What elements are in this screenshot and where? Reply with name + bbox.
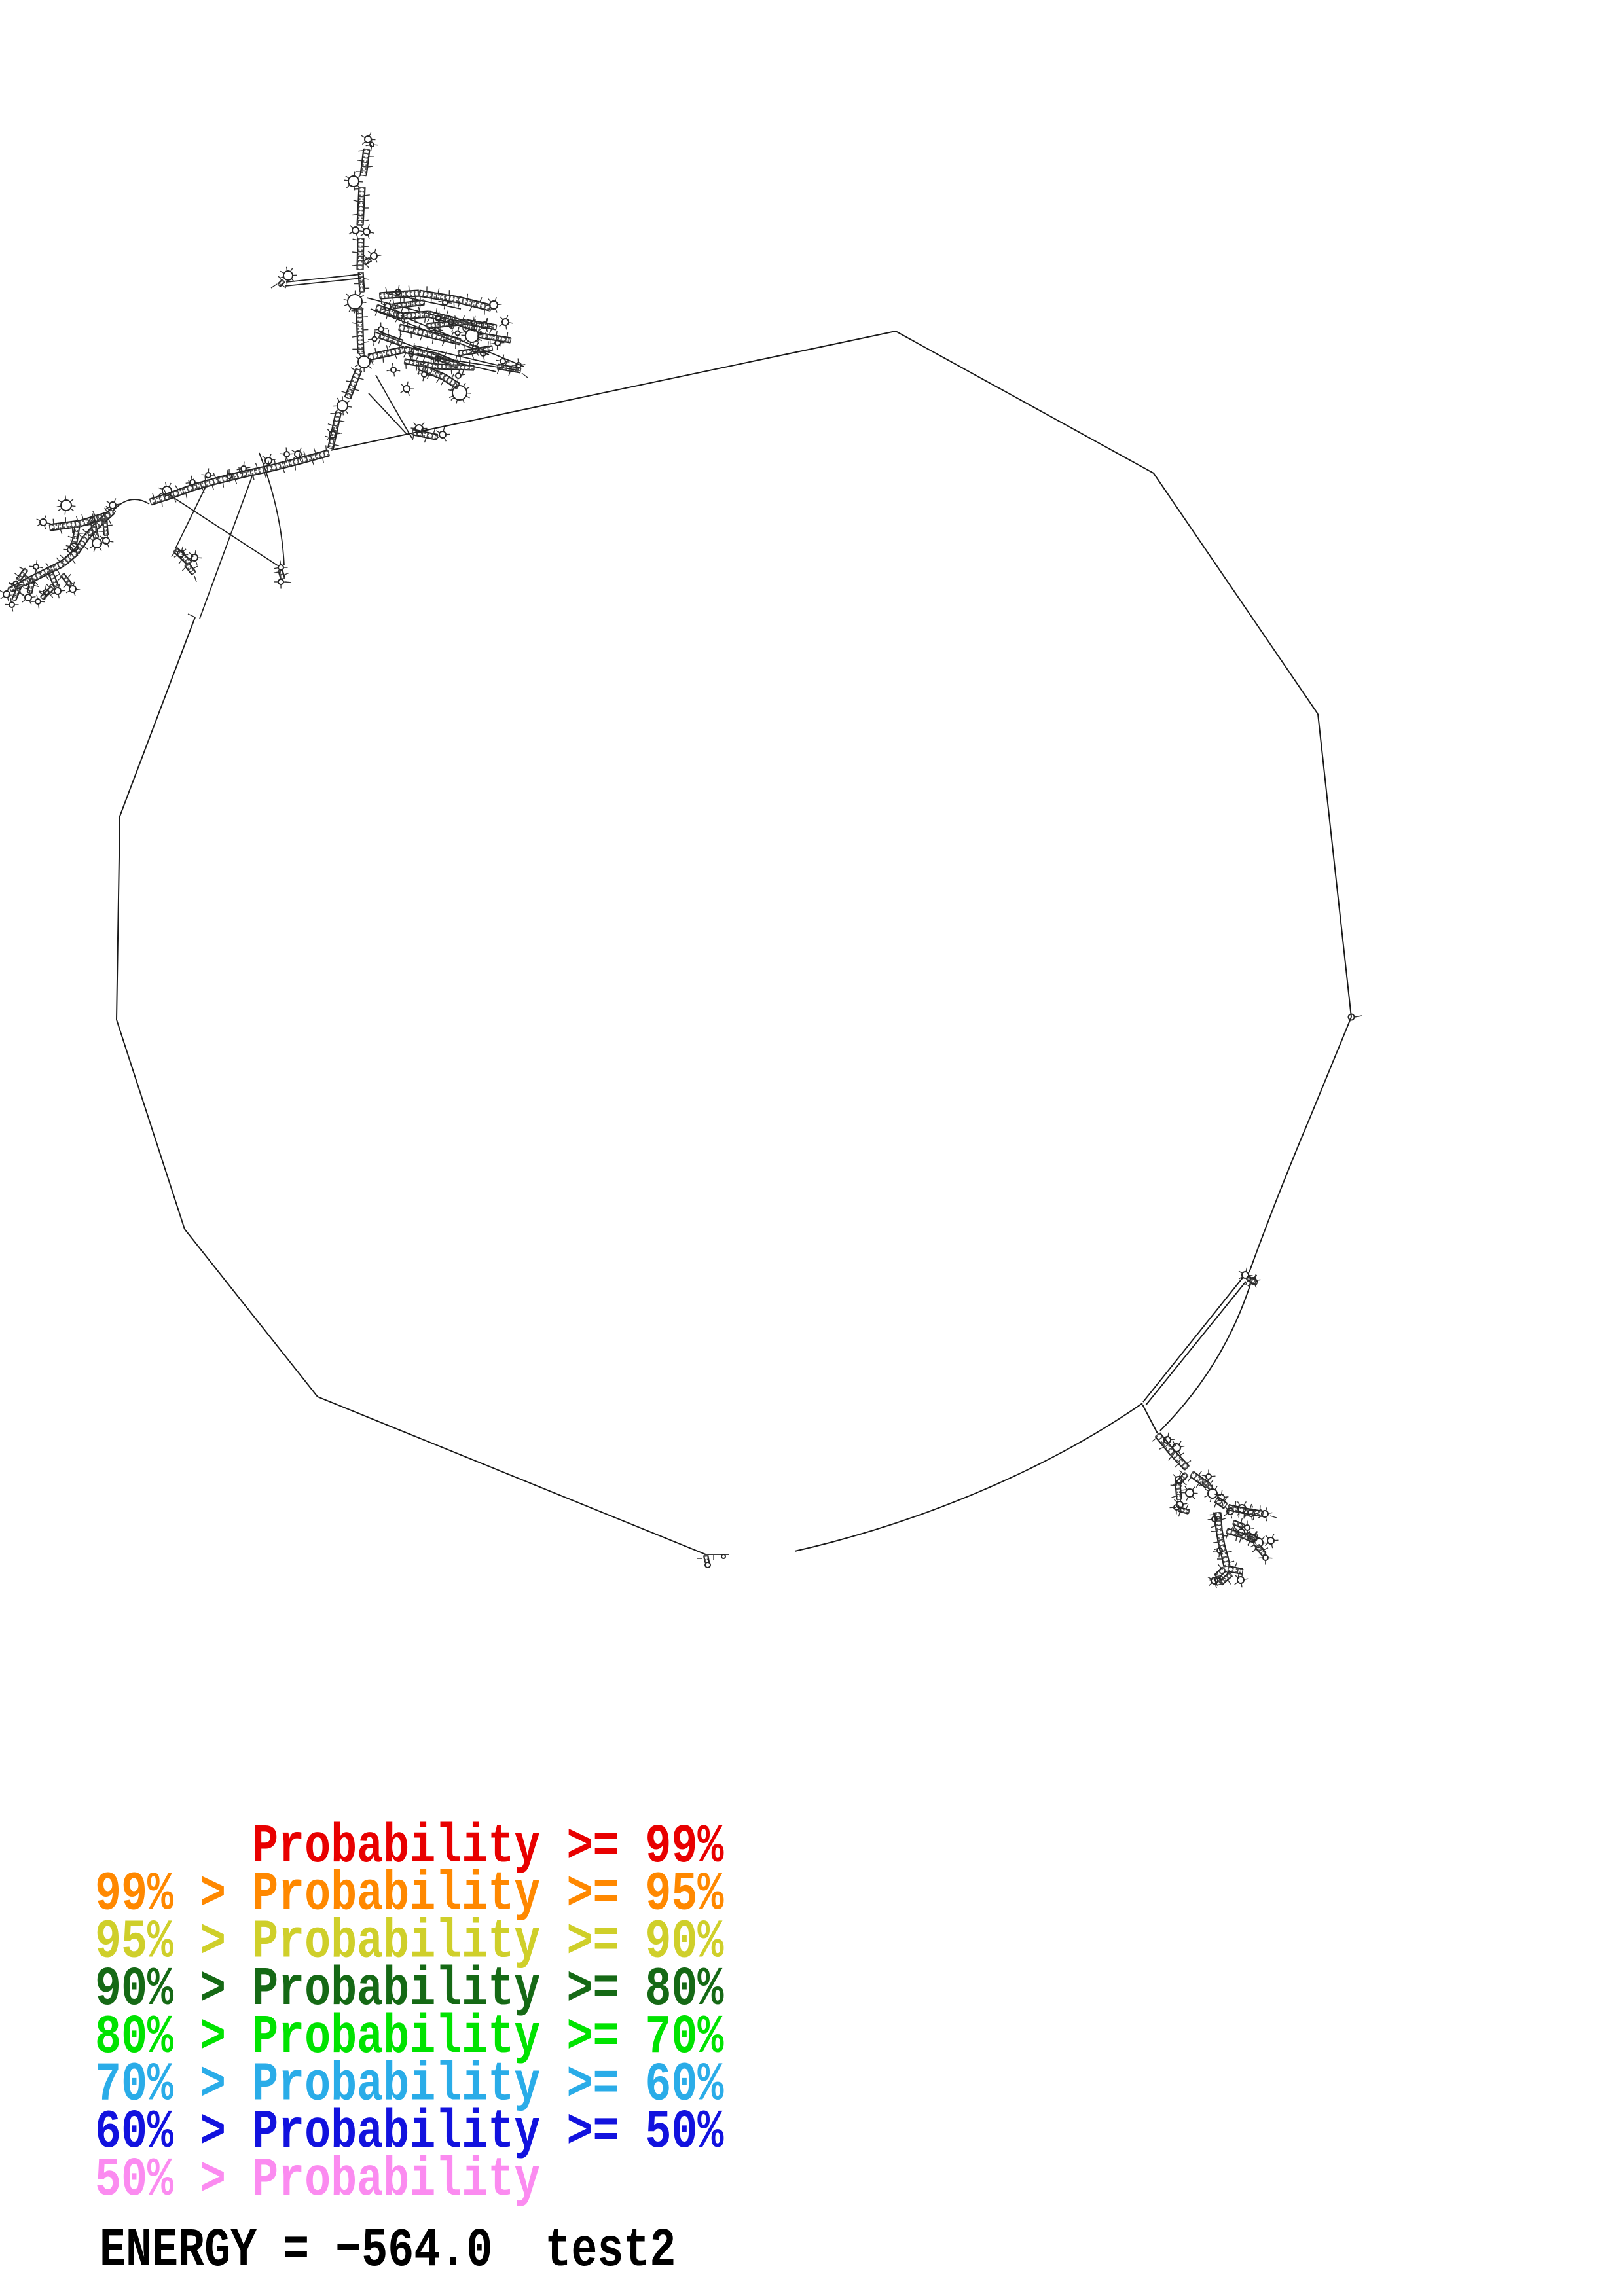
- svg-text:60% > Probability >= 50%: 60% > Probability >= 50%: [95, 2102, 724, 2164]
- svg-text:50% > Probability: 50% > Probability: [95, 2149, 540, 2211]
- svg-text:90% > Probability >= 80%: 90% > Probability >= 80%: [95, 1959, 724, 2021]
- svg-text:Probability >= 99%: Probability >= 99%: [95, 1816, 724, 1878]
- svg-text:80% > Probability >= 70%: 80% > Probability >= 70%: [95, 2006, 724, 2068]
- svg-text:ENERGY = −564.0 test2: ENERGY = −564.0 test2: [100, 2219, 676, 2282]
- svg-text:95% > Probability >= 90%: 95% > Probability >= 90%: [95, 1911, 724, 1973]
- svg-text:70% > Probability >= 60%: 70% > Probability >= 60%: [95, 2054, 724, 2116]
- svg-text:99% > Probability >= 95%: 99% > Probability >= 95%: [95, 1863, 724, 1926]
